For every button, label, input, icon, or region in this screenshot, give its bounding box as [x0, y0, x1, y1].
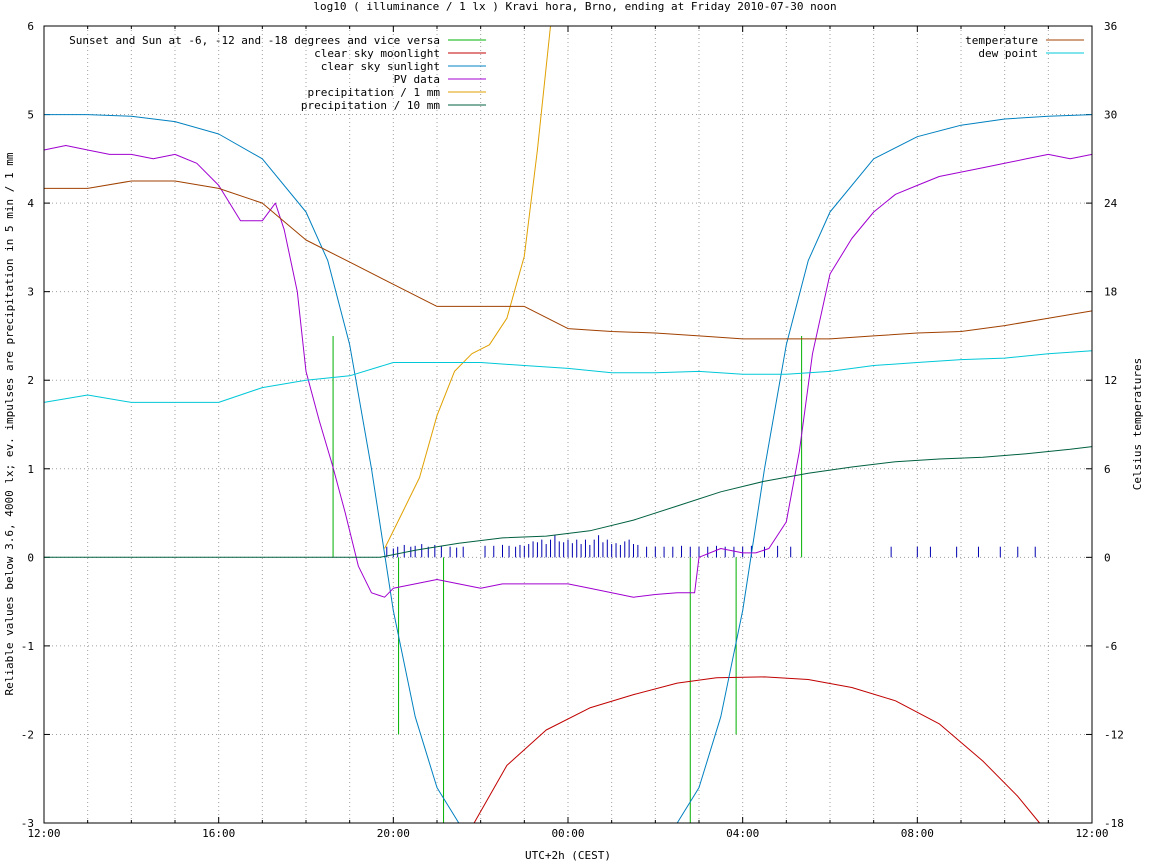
y-tick-label: 5 [27, 109, 34, 122]
tick-labels: 12:00 16:00 20:00 00:00 04:00 08:00 12:00-3-2-… [21, 20, 1124, 840]
y-tick-label: -1 [21, 640, 34, 653]
y2-tick-label: -18 [1104, 817, 1124, 830]
y2-tick-label: -12 [1104, 728, 1124, 741]
y-axis-label: Reliable values below 3.6, 4000 lx; ev. … [3, 152, 16, 695]
y-tick-label: 2 [27, 374, 34, 387]
x-tick-label: 12:00 [27, 827, 60, 840]
legend-left-label: clear sky moonlight [314, 47, 440, 60]
y2-tick-label: 0 [1104, 551, 1111, 564]
y-tick-label: 1 [27, 463, 34, 476]
y-tick-label: 3 [27, 286, 34, 299]
series-precipitation-10-mm [44, 446, 1093, 558]
y-tick-label: 0 [27, 551, 34, 564]
legend-left-label: precipitation / 1 mm [308, 86, 441, 99]
y2-tick-label: 24 [1104, 197, 1118, 210]
x-tick-label: 20:00 [377, 827, 410, 840]
series-temperature [44, 180, 1093, 340]
x-tick-label: 08:00 [901, 827, 934, 840]
legend-right-label: dew point [978, 47, 1038, 60]
y2-tick-label: 36 [1104, 20, 1117, 33]
legend-right-label: temperature [965, 34, 1038, 47]
series-precipitation-1-mm [384, 25, 551, 549]
y2-tick-label: 6 [1104, 463, 1111, 476]
legend-left-label: clear sky sunlight [321, 60, 440, 73]
y-tick-label: -2 [21, 728, 34, 741]
y2-tick-label: 12 [1104, 374, 1117, 387]
plot-frame [43, 25, 1093, 824]
x-axis-label: UTC+2h (CEST) [525, 849, 611, 862]
x-tick-label: 16:00 [202, 827, 235, 840]
grid [43, 25, 1093, 824]
series-pv-data [43, 145, 1093, 598]
y2-tick-label: 18 [1104, 286, 1117, 299]
legend: Sunset and Sun at -6, -12 and -18 degree… [69, 34, 1084, 112]
y2-tick-label: 30 [1104, 109, 1117, 122]
y-tick-label: 6 [27, 20, 34, 33]
x-tick-label: 04:00 [726, 827, 759, 840]
y-tick-label: -3 [21, 817, 34, 830]
legend-left-label: Sunset and Sun at -6, -12 and -18 degree… [69, 34, 440, 47]
series-layer [43, 25, 1093, 824]
legend-left-label: precipitation / 10 mm [301, 99, 440, 112]
x-tick-label: 00:00 [551, 827, 584, 840]
x-tick-label: 12:00 [1075, 827, 1108, 840]
series-clear-sky-moonlight [473, 676, 1040, 824]
chart-title: log10 ( illuminance / 1 lx ) Kravi hora,… [313, 0, 836, 13]
y-tick-label: 4 [27, 197, 34, 210]
y2-axis-label: Celsius temperatures [1131, 358, 1144, 490]
legend-left-label: PV data [394, 73, 440, 86]
series-dew-point [43, 350, 1093, 403]
y2-tick-label: -6 [1104, 640, 1117, 653]
